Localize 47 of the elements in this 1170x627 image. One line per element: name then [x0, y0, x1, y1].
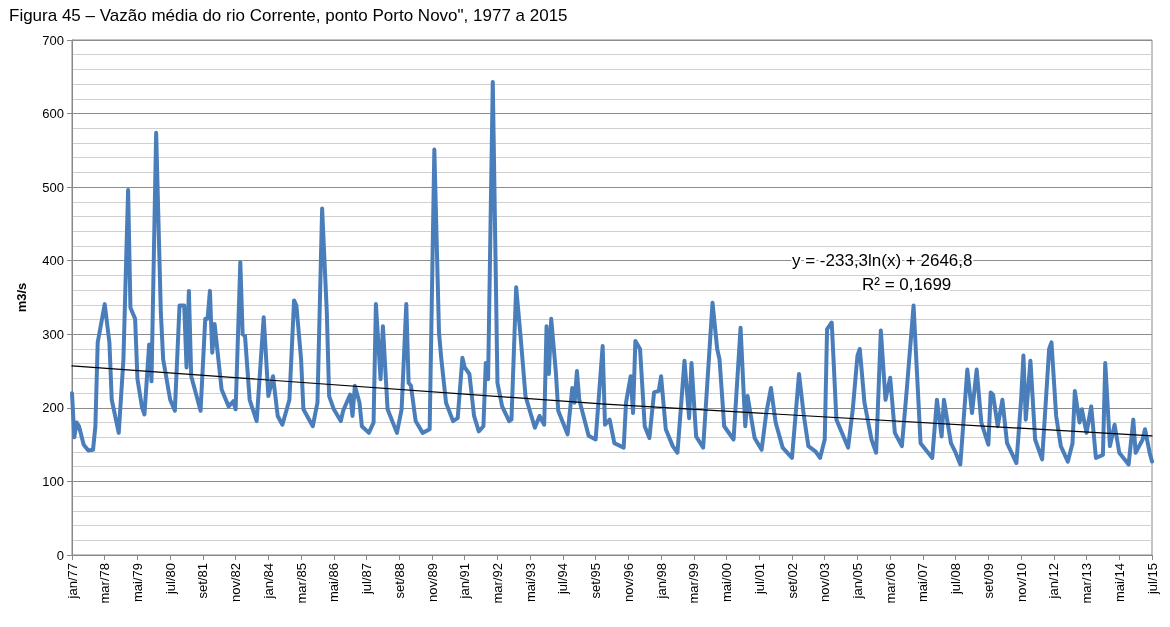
annotation: R² = 0,1699	[862, 275, 952, 294]
x-tick-label: nov/96	[620, 563, 636, 603]
x-tick-label: jan/05	[849, 563, 865, 600]
y-tick-label: 500	[42, 179, 64, 195]
x-tick-label: set/02	[784, 563, 800, 599]
x-tick-label: mai/14	[1111, 563, 1127, 603]
x-tick-label: jul/94	[555, 563, 571, 596]
x-tick-label: jan/98	[653, 563, 669, 600]
x-tick-label: jul/80	[162, 563, 178, 596]
x-tick-label: set/95	[588, 563, 604, 599]
y-tick-label: 700	[42, 32, 64, 48]
x-tick-label: set/88	[391, 563, 407, 599]
x-tick-label: mar/06	[882, 563, 898, 604]
x-tick-label: mai/93	[522, 563, 538, 603]
x-tick-label: nov/82	[228, 563, 244, 603]
x-tick-label: jul/87	[359, 563, 375, 596]
y-tick-label: 100	[42, 473, 64, 489]
x-tick-label: jan/84	[260, 563, 276, 600]
y-tick-label: 300	[42, 326, 64, 342]
x-tick-label: nov/10	[1013, 563, 1029, 603]
y-tick-label: 600	[42, 106, 64, 122]
x-tick-label: mar/92	[489, 563, 505, 604]
x-tick-label: mar/13	[1079, 563, 1095, 604]
y-axis-title: m3/s	[14, 282, 29, 313]
x-tick-label: jul/15	[1144, 563, 1160, 596]
x-tick-label: mai/07	[915, 563, 931, 603]
x-tick-label: jan/91	[457, 563, 473, 600]
x-tick-label: mai/00	[719, 563, 735, 603]
y-tick-label: 0	[56, 547, 64, 563]
x-tick-label: jul/01	[751, 563, 767, 596]
x-tick-label: mai/86	[326, 563, 342, 603]
annotation: y = -233,3ln(x) + 2646,8	[792, 251, 973, 270]
x-tick-label: nov/89	[424, 563, 440, 603]
y-tick-label: 200	[42, 400, 64, 416]
x-tick-label: mar/99	[686, 563, 702, 604]
x-tick-label: mar/78	[97, 563, 113, 604]
x-tick-label: set/09	[980, 563, 996, 599]
x-tick-label: mai/79	[129, 563, 145, 603]
x-tick-label: set/81	[195, 563, 211, 599]
x-tick-label: nov/03	[817, 563, 833, 603]
x-tick-label: jan/77	[64, 563, 80, 600]
x-tick-label: jul/08	[948, 563, 964, 596]
x-tick-label: mar/85	[293, 563, 309, 604]
y-tick-label: 400	[42, 253, 64, 269]
line-series	[70, 79, 1154, 467]
chart-title: Figura 45 – Vazão média do rio Corrente, ponto Porto Novo", 1977 a 2015	[9, 6, 568, 25]
x-tick-label: jan/12	[1046, 563, 1062, 600]
